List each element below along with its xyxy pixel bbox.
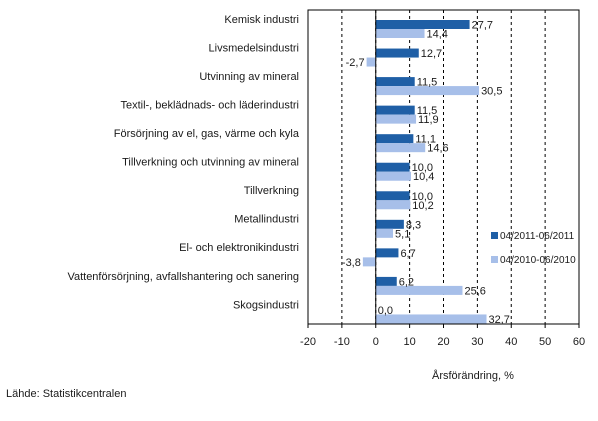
- data-label: -3,8: [342, 257, 361, 269]
- x-tick-label: 40: [505, 336, 517, 348]
- data-label: 14,6: [427, 143, 448, 155]
- x-tick-label: 60: [573, 336, 585, 348]
- category-label: Kemisk industri: [224, 14, 299, 26]
- bar-series-1: [375, 105, 415, 115]
- category-label: Livsmedelsindustri: [209, 42, 299, 54]
- legend-swatch: [491, 232, 498, 239]
- data-label: 0,0: [378, 305, 393, 317]
- bar-series-2: [375, 114, 417, 124]
- bar-series-1: [375, 48, 419, 58]
- category-label: Skogsindustri: [233, 299, 299, 311]
- data-label: 6,2: [399, 276, 414, 288]
- x-tick-label: 50: [539, 336, 551, 348]
- data-label: 27,7: [472, 20, 493, 32]
- data-label: 11,9: [418, 114, 439, 126]
- bar-series-1: [375, 134, 414, 144]
- data-label: 11,5: [417, 105, 438, 117]
- data-label: 14,4: [427, 29, 448, 41]
- data-label: -2,7: [346, 57, 365, 69]
- legend-swatch: [491, 256, 498, 263]
- data-label: 10,4: [413, 171, 434, 183]
- data-label: 6,7: [400, 248, 415, 260]
- legend: 04/2011-06/2011 04/2010-06/2010: [491, 231, 576, 266]
- bar-series-2: [375, 228, 394, 238]
- bar-series-1: [375, 20, 470, 29]
- category-label: Textil-, beklädnads- och läderindustri: [120, 99, 299, 111]
- category-label: Vattenförsörjning, avfallshantering och …: [67, 271, 299, 283]
- data-label: 12,7: [421, 48, 442, 60]
- data-label: 5,1: [395, 228, 410, 240]
- bar-series-2: [375, 143, 426, 153]
- bar-series-2: [362, 257, 376, 267]
- bars: [362, 10, 487, 324]
- x-tick-label: 20: [437, 336, 449, 348]
- data-label: 11,5: [417, 77, 438, 89]
- data-label: 32,7: [489, 314, 510, 326]
- bar-series-1: [375, 276, 397, 286]
- bar-series-2: [375, 314, 487, 324]
- source-note: Lähde: Statistikcentralen: [6, 388, 127, 400]
- category-label: Tillverkning: [244, 185, 299, 197]
- x-tick-label: -20: [300, 336, 316, 348]
- legend-label: 04/2011-06/2011: [500, 231, 575, 242]
- bar-series-2: [375, 29, 425, 38]
- bar-series-2: [366, 57, 376, 67]
- category-label: Metallindustri: [234, 214, 299, 226]
- data-label: 10,0: [412, 162, 433, 174]
- x-tick-label: -10: [334, 336, 350, 348]
- bar-series-1: [375, 77, 415, 87]
- bar-series-2: [375, 285, 463, 295]
- data-label: 8,3: [406, 219, 421, 231]
- data-label: 11,1: [415, 134, 436, 146]
- bar-series-1: [375, 162, 410, 172]
- x-tick-label: 30: [471, 336, 483, 348]
- data-label: 10,0: [412, 191, 433, 203]
- category-label: Utvinning av mineral: [199, 71, 299, 83]
- data-label: 30,5: [481, 86, 502, 98]
- x-tick-labels: -20 -10 0 10 20 30 40 50 60: [300, 336, 585, 348]
- category-labels: Kemisk industri Livsmedelsindustri Utvinni…: [67, 14, 299, 311]
- x-tick-label: 10: [404, 336, 416, 348]
- bar-series-1: [375, 219, 404, 229]
- bar-series-2: [375, 200, 411, 210]
- x-tick-label: 0: [373, 336, 379, 348]
- bar-series-1: [375, 248, 399, 258]
- bar-series-2: [375, 86, 480, 96]
- bar-series-1: [375, 191, 410, 201]
- data-labels: 27,714,412,7-2,711,530,511,511,911,114,6…: [342, 20, 510, 326]
- category-label: Försörjning av el, gas, värme och kyla: [114, 128, 300, 140]
- data-label: 25,6: [464, 285, 485, 297]
- bar-series-2: [375, 171, 411, 181]
- x-axis-title: Årsförändring, %: [432, 369, 514, 382]
- legend-label: 04/2010-06/2010: [500, 255, 576, 266]
- category-label: El- och elektronikindustri: [179, 242, 299, 254]
- data-label: 10,2: [412, 200, 433, 212]
- category-label: Tillverkning och utvinning av mineral: [122, 157, 299, 169]
